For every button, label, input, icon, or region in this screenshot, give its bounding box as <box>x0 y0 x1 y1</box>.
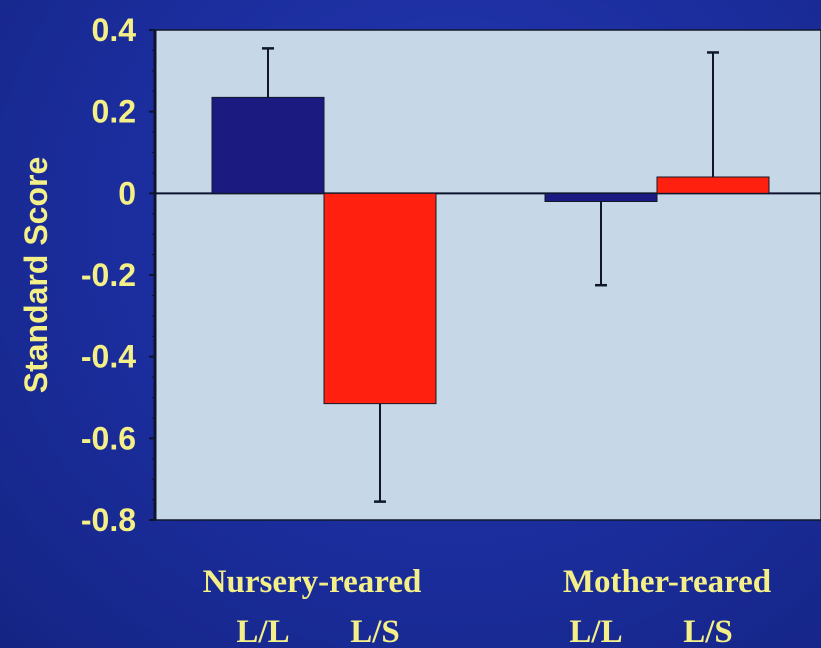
y-tick-label: 0 <box>118 175 136 211</box>
bar-nursery-ll <box>211 96 325 194</box>
category-label: L/L <box>569 614 622 648</box>
category-label: L/L <box>236 614 289 648</box>
group-label-nursery: Nursery-reared <box>203 564 422 600</box>
x-axis-labels: Nursery-reared L/L L/S Mother-reared L/L L/S <box>203 564 772 648</box>
y-tick-label: -0.8 <box>81 502 136 538</box>
category-label: L/S <box>350 614 400 648</box>
category-label: L/S <box>683 614 733 648</box>
bars <box>211 47 770 503</box>
y-tick-label: -0.6 <box>81 420 136 456</box>
bar-nursery-ls <box>323 192 437 405</box>
y-tick-label: 0.2 <box>92 94 136 130</box>
y-tick-label: -0.2 <box>81 257 136 293</box>
bar-mother-ls <box>656 176 770 194</box>
y-axis-title: Standard Score <box>18 157 54 394</box>
y-tick-label: -0.4 <box>81 339 136 375</box>
y-tick-label: 0.4 <box>92 12 137 48</box>
y-axis: 0.4 0.2 0 -0.2 -0.4 -0.6 -0.8 <box>81 12 157 538</box>
group-label-mother: Mother-reared <box>563 564 771 600</box>
bar-mother-ll <box>544 192 658 202</box>
